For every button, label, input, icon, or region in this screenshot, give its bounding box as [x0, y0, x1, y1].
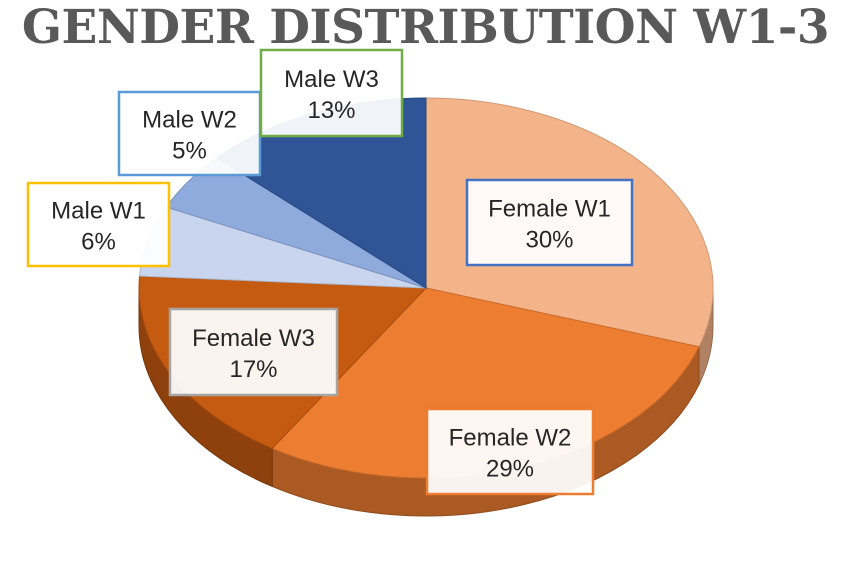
data-labels: Female W1 30% Female W2 29% Female W3 17% Male… [26, 48, 634, 496]
data-label-value: 6% [81, 229, 116, 256]
data-label-5: Male W2 5% [117, 90, 262, 177]
data-label-value: 13% [307, 97, 355, 124]
data-label-4: Male W1 6% [26, 181, 171, 268]
data-label-name: Male W1 [51, 198, 146, 225]
data-label-1: Female W1 30% [465, 178, 634, 267]
data-label-name: Male W2 [142, 107, 237, 134]
data-label-value: 30% [525, 227, 573, 254]
data-label-name: Female W2 [449, 425, 572, 452]
chart-title: GENDER DISTRIBUTION W1-3 [21, 0, 830, 55]
data-label-3: Female W3 17% [168, 307, 339, 397]
data-label-value: 5% [172, 138, 207, 165]
data-label-2: Female W2 29% [425, 407, 595, 496]
data-label-name: Female W1 [488, 196, 611, 223]
data-label-name: Female W3 [192, 325, 315, 352]
data-label-6: Male W3 13% [259, 48, 404, 138]
data-label-name: Male W3 [284, 66, 379, 93]
data-label-value: 29% [486, 456, 534, 483]
data-label-value: 17% [229, 356, 277, 383]
